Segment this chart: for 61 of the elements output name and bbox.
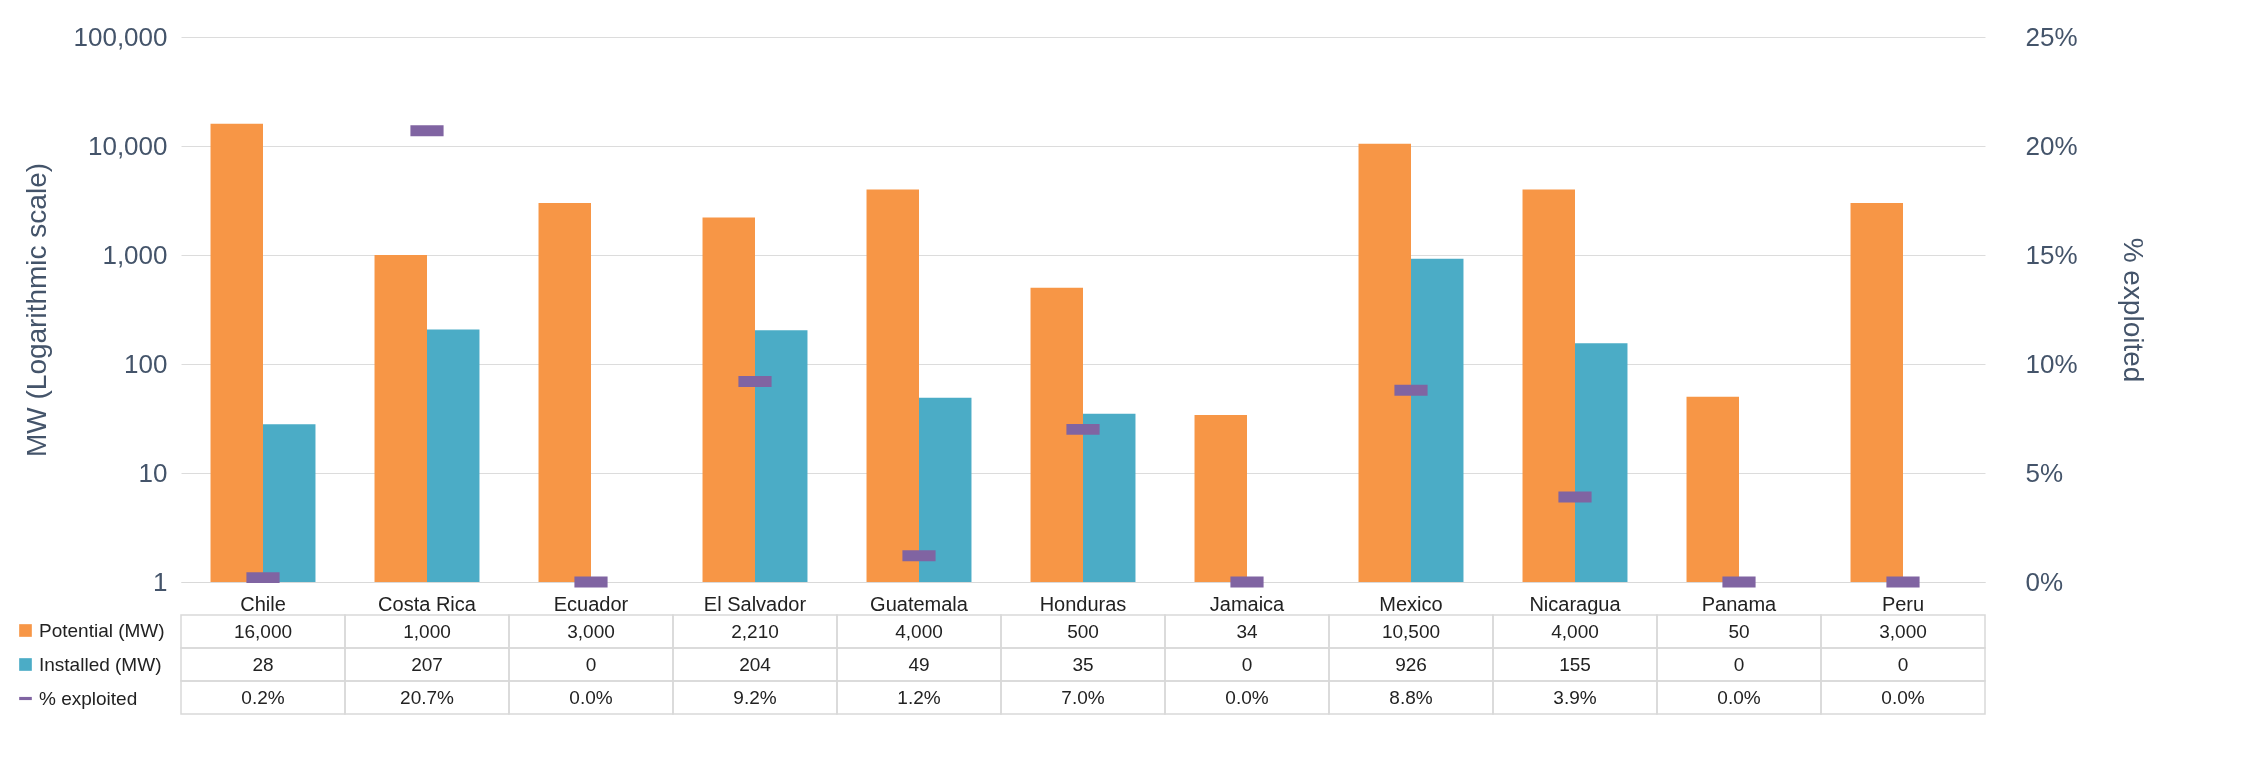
text: 0 <box>585 653 597 675</box>
x-tick-label: Ecuador <box>553 592 629 615</box>
y-tick-label: 1 <box>153 566 168 597</box>
data-label: 155 <box>1559 653 1591 675</box>
x-tick-label: El Salvador <box>703 592 807 615</box>
data-label: 20.7% <box>400 686 455 708</box>
data-label: 35 <box>1072 653 1094 675</box>
y-tick-label: 10,000 <box>87 130 168 161</box>
y-tick-label: 100 <box>124 348 168 379</box>
data-label: 0.2% <box>241 686 285 708</box>
data-label: 16,000 <box>233 620 293 642</box>
data-label: 0.0% <box>1717 686 1761 708</box>
x-tick-label: Chile <box>240 592 286 615</box>
y-axis-title: MW (Logarithmic scale) <box>20 162 52 458</box>
text: 0 <box>1241 653 1253 675</box>
y2-tick-label: 20% <box>2025 130 2078 161</box>
legend-label: % exploited <box>39 687 138 709</box>
data-label: 49 <box>908 653 930 675</box>
y2-axis-title: % exploited <box>2117 237 2149 383</box>
x-tick-label: Guatemala <box>870 592 969 615</box>
x-tick-label: Costa Rica <box>378 592 477 615</box>
data-label: 1,000 <box>403 620 451 642</box>
data-label: 3,000 <box>1879 620 1927 642</box>
y-tick-label: 100,000 <box>73 21 168 52</box>
x-tick-label: Honduras <box>1039 592 1127 615</box>
x-tick-label: Jamaica <box>1209 592 1286 615</box>
y2-tick-label: 10% <box>2025 348 2078 379</box>
data-label: 7.0% <box>1061 686 1105 708</box>
y2-tick-label: 25% <box>2025 21 2078 52</box>
data-label: 2,210 <box>731 620 779 642</box>
data-label: 207 <box>411 653 443 675</box>
x-tick-label: Mexico <box>1379 592 1443 615</box>
data-label: 9.2% <box>733 686 777 708</box>
y2-tick-label: 0% <box>2025 566 2064 597</box>
legend-label: Installed (MW) <box>39 653 162 675</box>
data-label: 3.9% <box>1553 686 1597 708</box>
data-label: 4,000 <box>895 620 943 642</box>
y-tick-label: 10 <box>138 457 168 488</box>
data-label: 3,000 <box>567 620 615 642</box>
data-label: 10,500 <box>1381 620 1441 642</box>
x-tick-label: Nicaragua <box>1529 592 1622 615</box>
data-label: 0.0% <box>1225 686 1269 708</box>
data-label: 50 <box>1728 620 1750 642</box>
data-label: 926 <box>1395 653 1427 675</box>
legend-label: Potential (MW) <box>39 619 165 641</box>
y2-tick-label: 15% <box>2025 239 2078 270</box>
text: 0 <box>1733 653 1745 675</box>
data-label: 34 <box>1236 620 1258 642</box>
data-label: 8.8% <box>1389 686 1433 708</box>
data-label: 0.0% <box>1881 686 1925 708</box>
y-tick-label: 1,000 <box>102 239 168 270</box>
data-label: 4,000 <box>1551 620 1599 642</box>
data-label: 0.0% <box>569 686 613 708</box>
text: 0 <box>1897 653 1909 675</box>
data-label: 28 <box>252 653 274 675</box>
x-tick-label: Panama <box>1701 592 1778 615</box>
data-label: 204 <box>739 653 772 675</box>
y2-tick-label: 5% <box>2025 457 2064 488</box>
data-label: 1.2% <box>897 686 941 708</box>
x-tick-label: Peru <box>1881 592 1925 615</box>
data-label: 500 <box>1067 620 1099 642</box>
